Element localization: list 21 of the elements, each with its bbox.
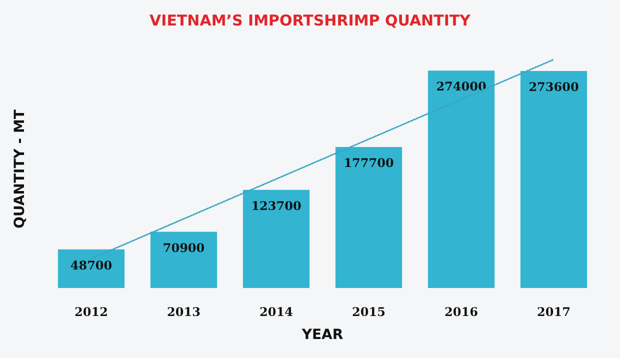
- bar: [58, 249, 125, 288]
- x-tick-label: 2014: [260, 305, 293, 319]
- data-label: 274000: [436, 80, 486, 94]
- data-label: 177700: [344, 156, 394, 170]
- bar: [150, 232, 218, 288]
- x-axis-title: YEAR: [300, 327, 344, 343]
- bar: [335, 147, 402, 288]
- x-tick-label: 2013: [167, 305, 200, 319]
- y-axis-title: QUANTITY - MT: [12, 109, 28, 228]
- data-label: 48700: [70, 258, 112, 272]
- data-label: 123700: [251, 198, 302, 213]
- x-tick-label: 2016: [444, 305, 478, 319]
- bar: [428, 70, 495, 288]
- bar: [242, 190, 310, 288]
- x-tick-label: 2012: [74, 305, 108, 319]
- x-tick-label: 2017: [537, 305, 570, 319]
- bar: [520, 70, 588, 288]
- data-label: 273600: [528, 80, 579, 94]
- chart-title: VIETNAM’S IMPORTSHRIMP QUANTITY: [149, 12, 472, 30]
- data-label: 70900: [162, 240, 205, 255]
- x-tick-label: 2015: [352, 305, 386, 319]
